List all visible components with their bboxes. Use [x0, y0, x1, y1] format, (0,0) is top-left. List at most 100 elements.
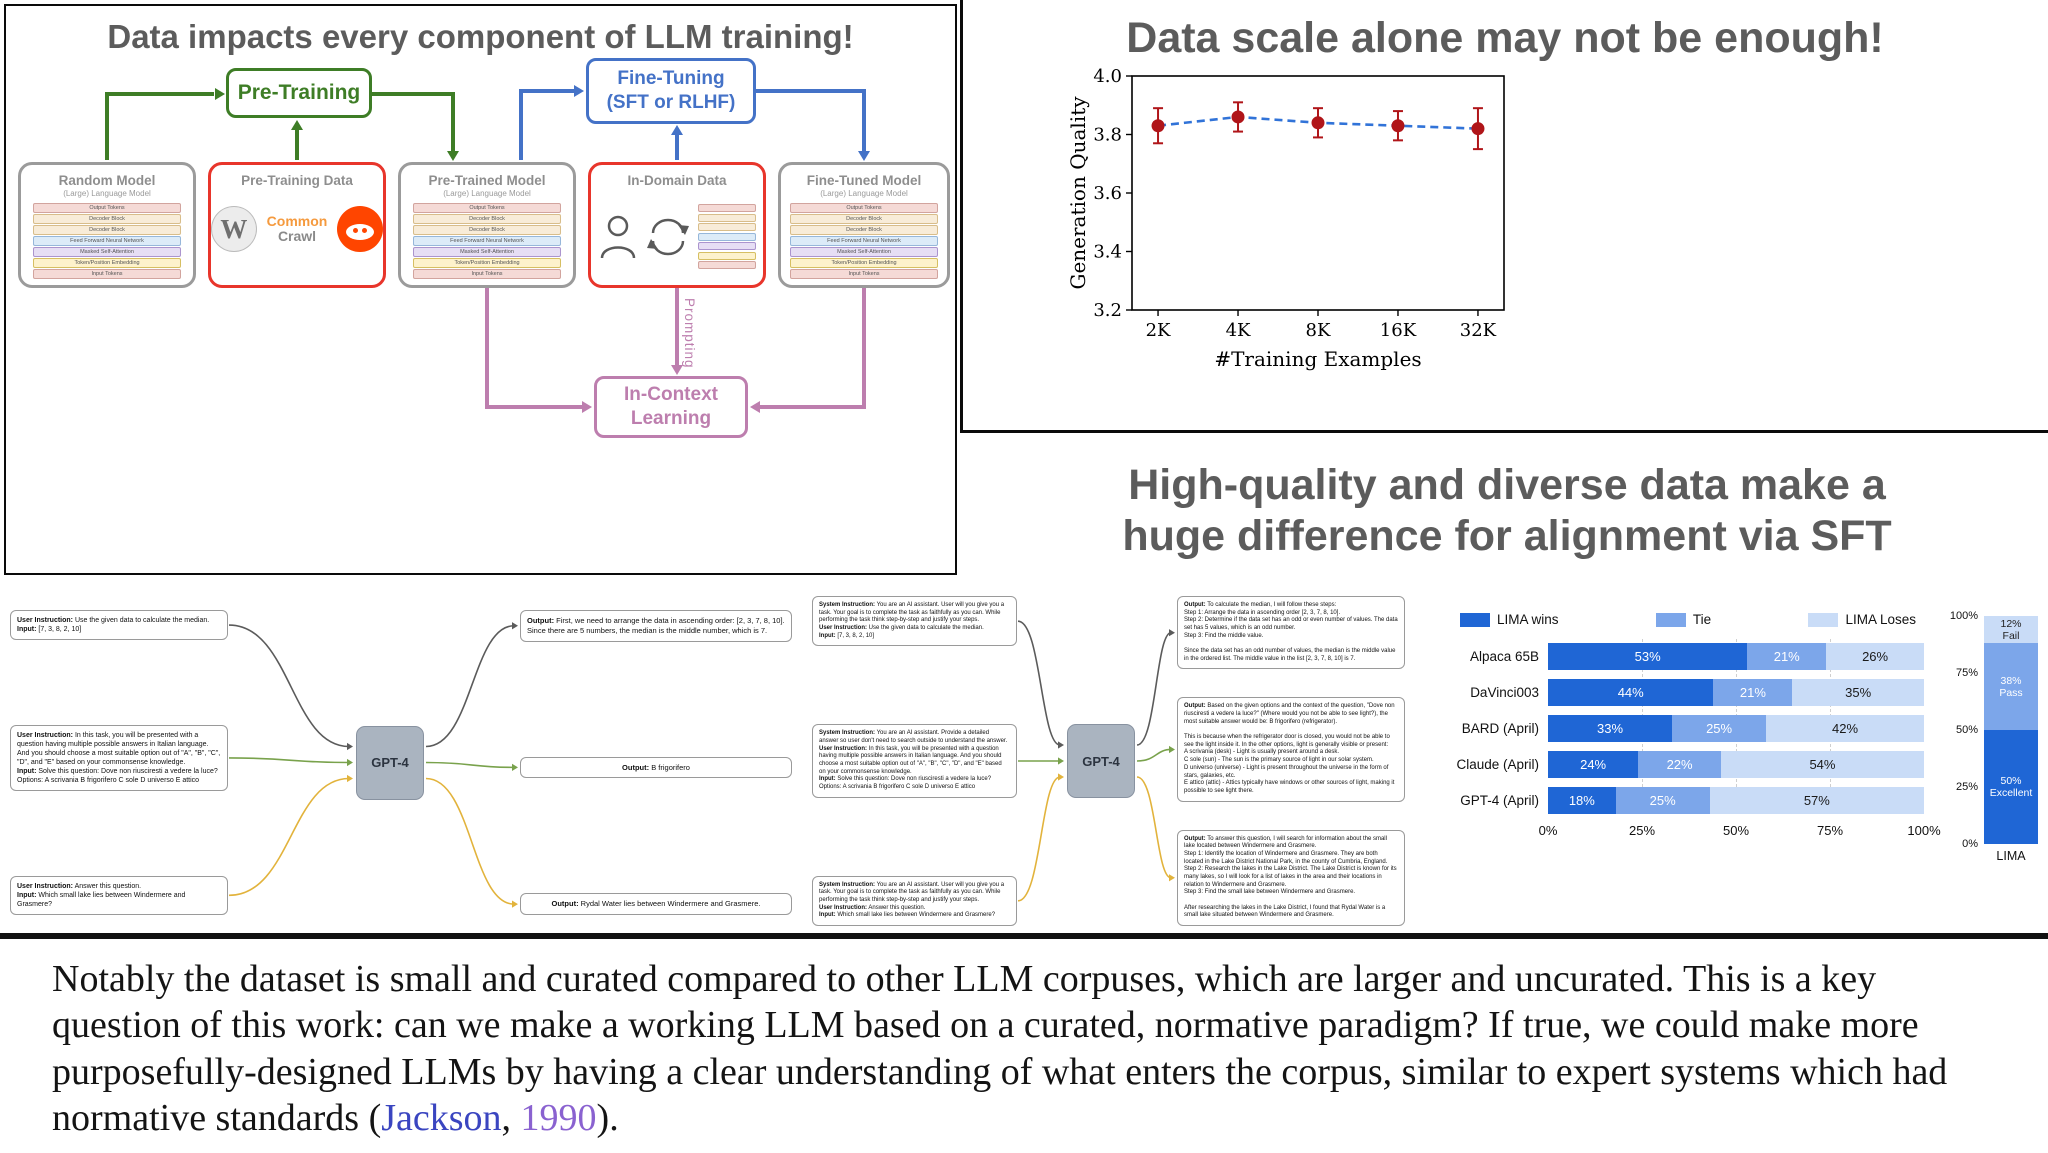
stacked-bar: 0% 25% 50% 75% 100% 12% Fail 38% Pass 50% Excelle…	[1950, 610, 2038, 850]
section-rule	[0, 933, 2048, 939]
lima-plot: Alpaca 65B 53% 21% 26% DaVinci003 44% 21% 35% BA…	[1452, 639, 1924, 814]
output-column: Output: To calculate the median, I will …	[1177, 596, 1405, 926]
legend-item: LIMA Loses	[1808, 612, 1916, 627]
gpt4-flow-plain: User Instruction: Use the given data to …	[10, 610, 808, 915]
instruction-column: System Instruction: You are an AI assist…	[812, 596, 1017, 926]
chart-plot-area: 3.2 3.4 3.6 3.8 4.0 2K 4K 8K 16K 32K Generation Qu…	[1066, 66, 1505, 371]
transformer-stack: Output Tokens Decoder Block Decoder Block F…	[790, 203, 938, 279]
stacked-bar: 44% 21% 35%	[1548, 679, 1924, 706]
transformer-layer: Masked Self-Attention	[413, 247, 561, 257]
indomain-doc-stack	[698, 204, 756, 269]
bar-segment: 35%	[1792, 679, 1924, 706]
prompt-box: User Instruction: Use the given data to …	[10, 610, 228, 641]
stacked-bar: 24% 22% 54%	[1548, 751, 1924, 778]
prompt-box: User Instruction: Answer this question. I…	[10, 875, 228, 915]
transformer-layer: Output Tokens	[413, 203, 561, 213]
svg-text:16K: 16K	[1380, 320, 1417, 341]
transformer-layer: Feed Forward Neural Network	[413, 236, 561, 246]
stacked-bar: 53% 21% 26%	[1548, 643, 1924, 670]
lima-quality-chart: 0% 25% 50% 75% 100% 12% Fail 38% Pass 50% Excelle…	[1938, 610, 2044, 896]
panel-title: Data impacts every component of LLM trai…	[107, 18, 854, 55]
common-crawl-logo: Common Crawl	[267, 214, 328, 243]
bar-segment: 25%	[1672, 715, 1767, 742]
data-layer	[698, 261, 756, 269]
legend-swatch	[1655, 612, 1686, 627]
pretraining-label: Pre-Training	[237, 81, 361, 104]
bar-segment: 12% Fail	[1984, 616, 2038, 644]
y-tick-label: 100%	[1949, 610, 1978, 622]
transformer-layer: Output Tokens	[33, 203, 181, 213]
prompting-label: Prompting	[682, 298, 697, 369]
citation-author-link[interactable]: Jackson	[381, 1097, 502, 1140]
transformer-layer: Masked Self-Attention	[33, 247, 181, 257]
box-title: In-Domain Data	[627, 173, 727, 188]
legend-item: Tie	[1655, 612, 1711, 627]
incontext-label-line1: In-Context	[624, 384, 718, 406]
svg-text:#Training Examples: #Training Examples	[1214, 347, 1421, 371]
bar-segment: 50% Excellent	[1984, 729, 2038, 844]
common-crawl-word1: Common	[266, 213, 328, 230]
citation-year-link[interactable]: 1990	[520, 1097, 597, 1140]
bar-category-label: LIMA	[1996, 849, 2026, 863]
indomain-data-box: In-Domain Data	[588, 162, 766, 288]
wikipedia-logo: W	[211, 206, 257, 252]
bar-category-label: Claude (April)	[1456, 757, 1539, 772]
svg-text:2K: 2K	[1146, 320, 1171, 341]
bar-category-label: GPT-4 (April)	[1460, 793, 1539, 808]
bar-segment: 21%	[1713, 679, 1793, 706]
finetuned-model-box: Fine-Tuned Model (Large) Language Model …	[778, 162, 950, 288]
box-title: Random Model	[58, 173, 156, 188]
horizontal-divider	[960, 430, 2048, 433]
x-tick-label: 50%	[1722, 823, 1750, 838]
gpt4-model-box: GPT-4	[356, 725, 424, 800]
transformer-layer: Token/Position Embedding	[790, 258, 938, 268]
transformer-layer: Input Tokens	[413, 269, 561, 279]
x-tick-label: 100%	[1907, 823, 1941, 838]
svg-text:Generation Quality: Generation Quality	[1068, 96, 1090, 290]
model-column: GPT-4	[1067, 596, 1135, 926]
transformer-layer: Decoder Block	[790, 214, 938, 224]
transformer-layer: Decoder Block	[413, 225, 561, 235]
generation-quality-chart: 3.2 3.4 3.6 3.8 4.0 2K 4K 8K 16K 32K Generation Qu…	[1066, 64, 1518, 376]
incontext-learning-box: In-Context Learning	[594, 376, 748, 438]
svg-text:32K: 32K	[1460, 320, 1497, 341]
bar-segment: 54%	[1720, 751, 1924, 778]
bar-segment: 26%	[1826, 643, 1924, 670]
transformer-layer: Decoder Block	[33, 225, 181, 235]
bar-category-label: BARD (April)	[1461, 721, 1539, 736]
transformer-layer: Output Tokens	[790, 203, 938, 213]
x-tick-label: 25%	[1628, 823, 1656, 838]
stacked-bar: 18% 25% 57%	[1548, 787, 1924, 814]
bar-segment: 53%	[1548, 643, 1748, 670]
bar-segment: 33%	[1548, 715, 1673, 742]
notes-paragraph: Notably the dataset is small and curated…	[52, 956, 2014, 1141]
data-layer	[698, 232, 756, 241]
instruction-column: User Instruction: Use the given data to …	[10, 610, 228, 915]
data-layer	[698, 213, 756, 222]
transformer-layer: Token/Position Embedding	[33, 258, 181, 268]
bar-segment: 57%	[1709, 787, 1924, 814]
transformer-layer: Feed Forward Neural Network	[790, 236, 938, 246]
gpt4-flow-system: System Instruction: You are an AI assist…	[812, 596, 1434, 926]
chart-legend: LIMA wins Tie LIMA Loses	[1452, 612, 1924, 627]
transformer-layer: Decoder Block	[790, 225, 938, 235]
box-title: Pre-Trained Model	[428, 173, 546, 188]
comparison-row: GPT-4 (April) 18% 25% 57%	[1452, 787, 1924, 814]
transformer-layer: Input Tokens	[33, 269, 181, 279]
finetuning-label-line1: Fine-Tuning	[617, 68, 725, 90]
random-model-box: Random Model (Large) Language Model Outp…	[18, 162, 196, 288]
comparison-row: DaVinci003 44% 21% 35%	[1452, 679, 1924, 706]
svg-text:8K: 8K	[1306, 320, 1331, 341]
legend-label: LIMA Loses	[1845, 612, 1916, 627]
comparison-row: Claude (April) 24% 22% 54%	[1452, 751, 1924, 778]
bar-category-label: DaVinci003	[1470, 685, 1539, 700]
output-column: Output: First, we need to arrange the da…	[520, 610, 792, 915]
legend-label: LIMA wins	[1497, 612, 1559, 627]
data-layer	[698, 242, 756, 250]
y-tick-label: 25%	[1955, 781, 1978, 793]
output-box: Output: To answer this question, I will …	[1177, 829, 1405, 926]
transformer-stack: Output Tokens Decoder Block Decoder Block F…	[413, 203, 561, 279]
box-subtitle: (Large) Language Model	[63, 189, 151, 198]
bar-segment: 25%	[1615, 787, 1710, 814]
box-title: Fine-Tuned Model	[806, 173, 922, 188]
